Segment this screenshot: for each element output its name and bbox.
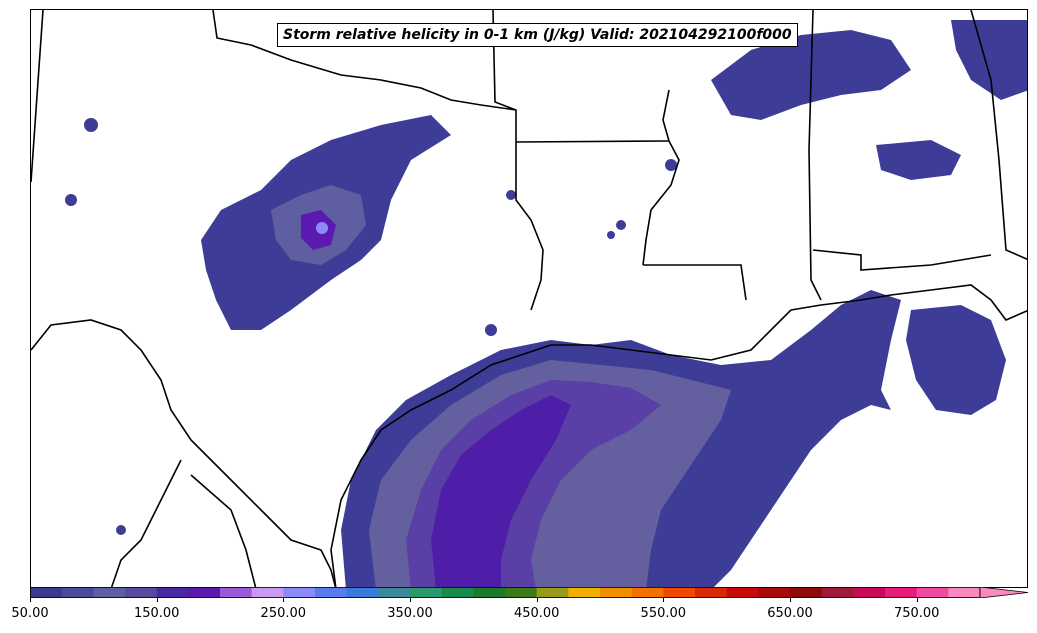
- helicity-map: [31, 10, 1027, 587]
- colorbar-segment: [315, 587, 348, 598]
- colorbar-tick-label: 150.00: [133, 606, 180, 621]
- colorbar-tick-label: 250.00: [260, 606, 307, 621]
- colorbar-tick-mark: [410, 598, 411, 602]
- colorbar-segment: [473, 587, 506, 598]
- colorbar-tick-mark: [30, 598, 31, 602]
- colorbar-segment: [441, 587, 474, 598]
- colorbar-outline: [30, 587, 981, 598]
- colorbar-tick-mark: [790, 598, 791, 602]
- colorbar-segment: [663, 587, 696, 598]
- helicity-field-speckle-1: [65, 194, 77, 206]
- boundary-ar-la: [515, 140, 670, 143]
- coastline-gulf-east: [790, 284, 1027, 321]
- colorbar-segment: [93, 587, 126, 598]
- helicity-field-gulf-core: [431, 395, 571, 587]
- colorbar-segment: [156, 587, 189, 598]
- colorbar-tick-label: 550.00: [640, 606, 687, 621]
- helicity-field-florida-bay: [906, 305, 1006, 415]
- colorbar-segment: [505, 587, 538, 598]
- colorbar-segment: [821, 587, 854, 598]
- helicity-field-northeast-right: [951, 20, 1027, 100]
- helicity-contours: [65, 20, 1027, 587]
- colorbar-segment: [410, 587, 443, 598]
- colorbar-segment: [188, 587, 221, 598]
- boundary-al-fl: [812, 249, 992, 271]
- colorbar-segment: [251, 587, 284, 598]
- colorbar-segment: [378, 587, 411, 598]
- helicity-field-speckle-6: [607, 231, 615, 239]
- colorbar-segment: [853, 587, 886, 598]
- colorbar-tick-mark: [156, 598, 158, 602]
- map-title: Storm relative helicity in 0-1 km (J/kg)…: [277, 23, 798, 47]
- colorbar-segment: [125, 587, 158, 598]
- colorbar-segment: [758, 587, 791, 598]
- colorbar-tick-label: 650.00: [767, 606, 813, 621]
- boundary-oklahoma-north: [212, 10, 517, 111]
- boundary-la-ms: [643, 264, 747, 301]
- colorbar-segment: [695, 587, 728, 598]
- boundary-arkansas: [492, 10, 544, 311]
- colorbar-extend-arrow: [979, 587, 1028, 598]
- colorbar-segment: [30, 587, 63, 598]
- boundary-mexico: [31, 319, 337, 587]
- coastline-texas: [330, 344, 552, 587]
- colorbar-segment: [568, 587, 601, 598]
- colorbar-segment: [916, 587, 949, 598]
- colorbar-segment: [61, 587, 94, 598]
- colorbar-tick-mark: [536, 598, 538, 602]
- boundary-ms-al: [808, 10, 822, 301]
- boundary-mississippi-river: [642, 89, 680, 266]
- colorbar-segment: [885, 587, 918, 598]
- colorbar-segment: [220, 587, 253, 598]
- colorbar-tick-label: 50.00: [11, 606, 49, 621]
- coastline-louisiana: [551, 309, 792, 361]
- helicity-field-alabama: [876, 140, 961, 180]
- colorbar-segment: [346, 587, 379, 598]
- helicity-field-speckle-8: [506, 190, 516, 200]
- political-boundaries: [31, 10, 1027, 587]
- colorbar-tick-mark: [663, 598, 665, 602]
- boundary-new-mexico-west: [31, 10, 44, 183]
- colorbar-tick-mark: [283, 598, 285, 602]
- colorbar-segment: [600, 587, 633, 598]
- colorbar-segment: [726, 587, 759, 598]
- boundary-al-ga: [970, 10, 1027, 261]
- colorbar-tick-label: 450.00: [513, 606, 560, 621]
- colorbar-tick-mark: [916, 598, 918, 602]
- helicity-field-speckle-7: [116, 525, 126, 535]
- colorbar-segment: [631, 587, 664, 598]
- colorbar-tick-label: 350.00: [387, 606, 433, 621]
- colorbar: [30, 587, 1028, 598]
- helicity-field-speckle-4: [616, 220, 626, 230]
- colorbar-segment: [790, 587, 823, 598]
- boundary-mexico-inner: [110, 459, 182, 587]
- colorbar-tick-label: 750.00: [893, 606, 940, 621]
- map-panel: Storm relative helicity in 0-1 km (J/kg)…: [30, 9, 1028, 588]
- helicity-field-speckle-3: [485, 324, 497, 336]
- boundary-mexico-inner-2: [190, 474, 257, 587]
- colorbar-segment: [536, 587, 569, 598]
- helicity-field-speckle-2: [84, 118, 98, 132]
- helicity-field-speckle-5: [665, 159, 677, 171]
- colorbar-segment: [283, 587, 316, 598]
- helicity-field-texas-peak: [316, 222, 328, 234]
- colorbar-segment: [948, 587, 981, 598]
